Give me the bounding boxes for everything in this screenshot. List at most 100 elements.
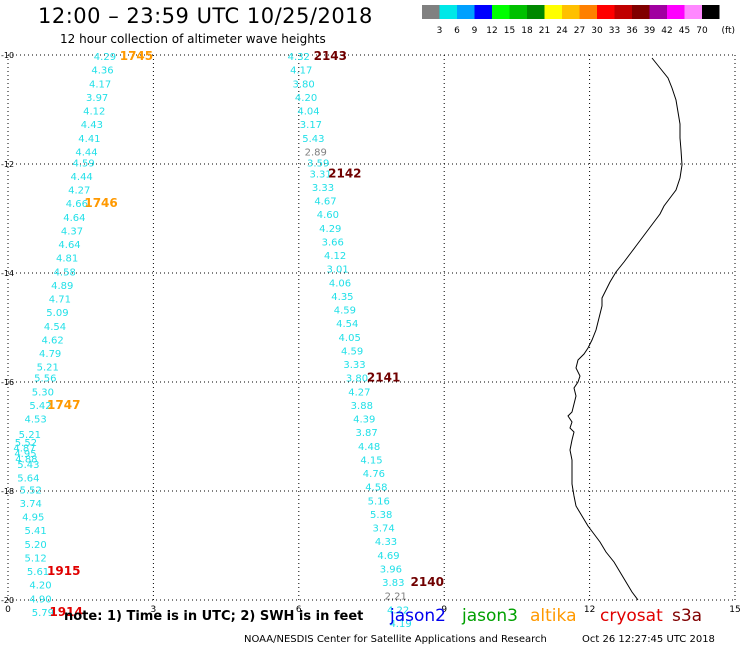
colorbar-swatch [544, 5, 562, 19]
swh-value: 4.33 [375, 537, 397, 548]
swh-value: 5.61 [27, 567, 49, 578]
pass-time-label: 1747 [47, 398, 80, 412]
colorbar-label: 15 [504, 26, 515, 36]
swh-value: 3.88 [351, 401, 373, 412]
pass-time-label: 2143 [314, 49, 347, 63]
pass-time-label: 2140 [411, 575, 444, 589]
swh-value: 4.27 [68, 186, 90, 197]
colorbar-label: 18 [521, 26, 533, 36]
colorbar-swatch [614, 5, 632, 19]
swh-value: 4.79 [39, 349, 61, 360]
swh-value: 3.33 [343, 360, 365, 371]
legend-cryosat: cryosat [600, 606, 663, 626]
swh-value: 5.43 [302, 134, 324, 145]
swh-value: 4.59 [341, 346, 363, 357]
x-tick-label: 3 [151, 605, 157, 615]
altimeter-tracks: 4.294.364.173.974.124.434.414.444.594.44… [13, 49, 444, 630]
swh-value: 4.58 [54, 267, 76, 278]
colorbar-swatch [474, 5, 492, 19]
legend-s3a: s3a [672, 606, 703, 626]
swh-value: 3.97 [86, 93, 108, 104]
y-tick-label: -14 [1, 269, 14, 278]
colorbar-label: 70 [696, 26, 708, 36]
x-tick-label: 12 [584, 605, 595, 615]
credit-text: NOAA/NESDIS Center for Satellite Applica… [244, 634, 547, 645]
colorbar-swatch [439, 5, 457, 19]
swh-value: 3.33 [312, 183, 334, 194]
swh-value: 5.64 [17, 473, 39, 484]
swh-value: 4.64 [58, 240, 80, 251]
colorbar-label: 33 [609, 26, 620, 36]
swh-value: 4.12 [83, 107, 105, 118]
colorbar-label: 3 [437, 26, 443, 36]
colorbar-swatch [527, 5, 545, 19]
swh-value: 4.36 [91, 66, 113, 77]
swh-value: 4.48 [358, 442, 380, 453]
swh-value: 4.37 [61, 226, 83, 237]
colorbar-swatch [509, 5, 527, 19]
colorbar-swatch [702, 5, 720, 19]
colorbar-label: 21 [539, 26, 550, 36]
colorbar-label: 45 [679, 26, 690, 36]
swh-value: 4.20 [29, 581, 51, 592]
swh-value: 4.29 [94, 52, 116, 63]
x-tick-label: 15 [729, 605, 740, 615]
swh-value: 4.39 [353, 415, 375, 426]
map-subtitle: 12 hour collection of altimeter wave hei… [60, 32, 326, 46]
swh-value: 4.76 [363, 469, 385, 480]
swh-value: 4.05 [339, 333, 361, 344]
colorbar-label: 9 [472, 26, 478, 36]
colorbar-swatches [422, 5, 720, 19]
swh-value: 4.95 [22, 513, 44, 524]
swh-value: 4.67 [314, 197, 336, 208]
swh-value: 5.38 [370, 510, 392, 521]
colorbar: 3 6 9 12 15 18 21 24 27 30 33 36 39 42 45 70 (ft) [422, 5, 736, 36]
colorbar-label: 36 [626, 26, 638, 36]
colorbar-swatch [579, 5, 597, 19]
swh-value: 4.43 [81, 120, 103, 131]
y-tick-label: -20 [1, 596, 14, 605]
legend-altika: altika [530, 606, 577, 626]
swh-value: 4.44 [71, 172, 93, 183]
colorbar-label: (ft) [722, 26, 736, 36]
swh-value: 4.32 [288, 52, 310, 63]
swh-value: 4.64 [63, 213, 85, 224]
footer-note: note: 1) Time is in UTC; 2) SWH is in fe… [64, 609, 364, 624]
swh-value: 4.60 [317, 210, 339, 221]
pass-time-label: 1915 [47, 564, 80, 578]
colorbar-label: 24 [556, 26, 568, 36]
colorbar-label: 27 [574, 26, 585, 36]
swh-value: 4.62 [41, 335, 63, 346]
y-tick-label: -16 [1, 378, 14, 387]
swh-value: 4.27 [348, 387, 370, 398]
coastline [567, 57, 683, 601]
colorbar-label: 6 [454, 26, 460, 36]
swh-value: 4.58 [365, 483, 387, 494]
swh-value: 3.80 [346, 374, 368, 385]
swh-value: 4.54 [44, 322, 66, 333]
colorbar-swatch [597, 5, 615, 19]
swh-value: 4.22 [387, 605, 409, 616]
swh-value: 4.41 [78, 134, 100, 145]
swh-value: 3.17 [300, 120, 322, 131]
colorbar-swatch [649, 5, 667, 19]
swh-value: 5.12 [24, 553, 46, 564]
pass-time-label: 1914 [49, 605, 82, 619]
colorbar-swatch [667, 5, 685, 19]
swh-value: 3.74 [20, 499, 42, 510]
colorbar-label: 30 [591, 26, 603, 36]
swh-value: 4.87 [13, 443, 35, 454]
colorbar-swatch [492, 5, 510, 19]
swh-value: 5.30 [32, 387, 54, 398]
swh-value: 5.52 [20, 485, 42, 496]
swh-value: 4.20 [295, 93, 317, 104]
swh-value: 4.81 [56, 254, 78, 265]
swh-value: 3.74 [372, 524, 394, 535]
colorbar-swatch [457, 5, 475, 19]
colorbar-swatch [684, 5, 702, 19]
swh-value: 5.21 [19, 430, 41, 441]
swh-value: 4.90 [29, 594, 51, 605]
colorbar-swatch [632, 5, 650, 19]
y-tick-label: -18 [1, 487, 14, 496]
swh-value: 3.96 [380, 564, 402, 575]
